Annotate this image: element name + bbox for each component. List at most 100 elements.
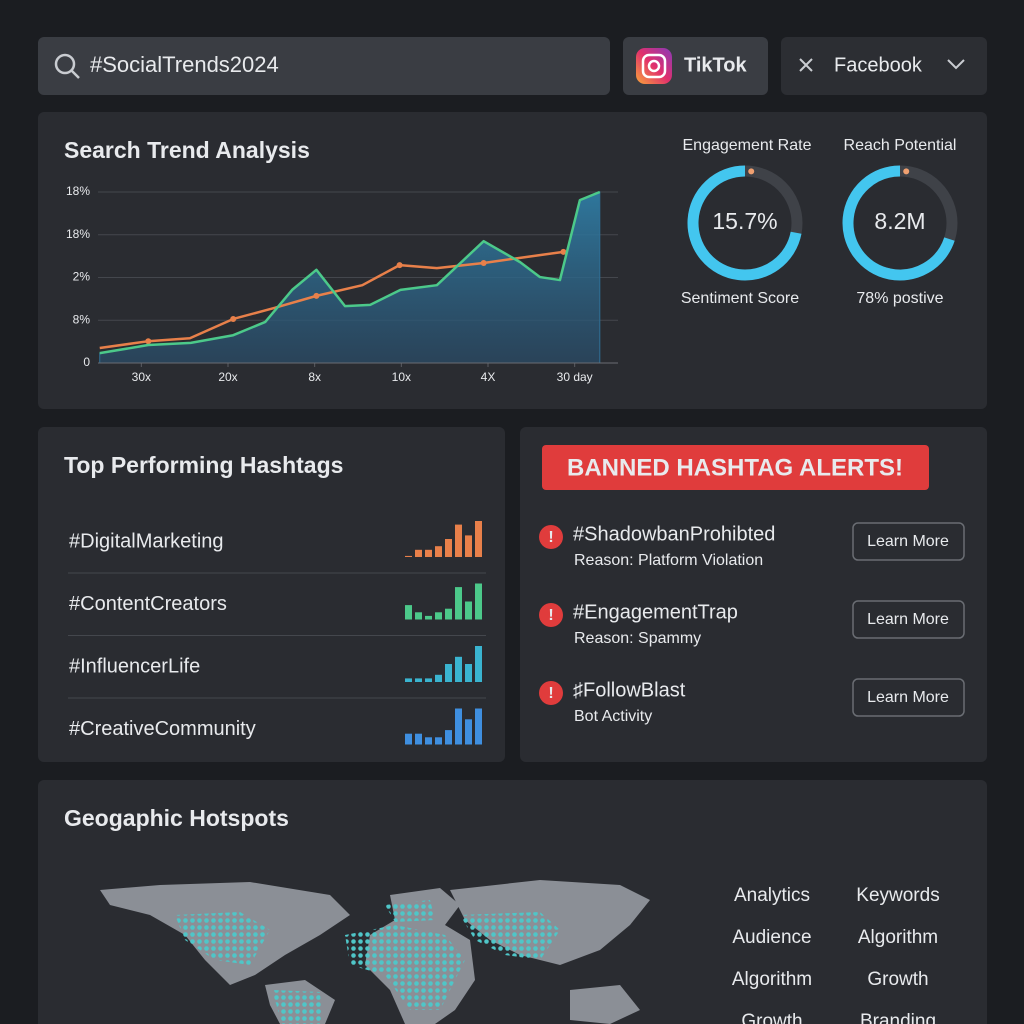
spark-bar bbox=[415, 678, 422, 682]
y-tick-label: 8% bbox=[73, 312, 91, 326]
gauge-label: Engagement Rate bbox=[683, 137, 812, 154]
alert-icon-mark: ! bbox=[548, 685, 553, 702]
spark-bar bbox=[475, 646, 482, 682]
gauge-caption: Sentiment Score bbox=[681, 290, 799, 307]
alert-icon-mark: ! bbox=[548, 607, 553, 624]
world-map bbox=[100, 880, 650, 1024]
spark-bar bbox=[405, 555, 412, 557]
spark-bar bbox=[405, 605, 412, 620]
x-tick-label: 30 day bbox=[557, 370, 593, 384]
spark-bar bbox=[405, 733, 412, 745]
spark-bar bbox=[475, 583, 482, 620]
point bbox=[230, 315, 237, 322]
learn-more-label: Learn More bbox=[867, 533, 949, 550]
keyword[interactable]: Analytics bbox=[734, 885, 810, 906]
spark-bar bbox=[475, 708, 482, 745]
alert-title: BANNED HASHTAG ALERTS! bbox=[567, 454, 903, 481]
learn-more-button[interactable] bbox=[852, 522, 965, 561]
spark-bar bbox=[435, 674, 442, 682]
alert-reason: Reason: Platform Violation bbox=[574, 552, 763, 569]
y-tick-label: 2% bbox=[73, 270, 91, 284]
keyword[interactable]: Growth bbox=[741, 1011, 802, 1024]
alert-icon-mark: ! bbox=[548, 529, 553, 546]
alert-tag: ♯FollowBlast bbox=[573, 679, 686, 701]
spark-bar bbox=[465, 535, 472, 557]
spark-bar bbox=[435, 546, 442, 557]
tab[interactable] bbox=[781, 37, 987, 95]
spark-bar bbox=[445, 539, 452, 557]
y-tick-label: 18% bbox=[66, 184, 90, 198]
keyword[interactable]: Audience bbox=[732, 927, 811, 948]
spark-bar bbox=[445, 664, 452, 682]
gauge-arc bbox=[687, 165, 802, 281]
keyword[interactable]: Growth bbox=[867, 969, 928, 990]
instagram-icon bbox=[636, 48, 672, 84]
tab-label: Facebook bbox=[834, 54, 923, 76]
instagram-icon bbox=[647, 59, 661, 73]
alert-icon bbox=[539, 681, 563, 705]
spark-bar bbox=[415, 733, 422, 745]
learn-more-label: Learn More bbox=[867, 689, 949, 706]
spark-bar bbox=[435, 737, 442, 745]
alert-icon bbox=[539, 525, 563, 549]
gauge-caption: 78% postive bbox=[856, 290, 943, 307]
tab-label: TikTok bbox=[684, 54, 747, 76]
spark-bar bbox=[465, 719, 472, 745]
keyword[interactable]: Branding bbox=[860, 1011, 936, 1024]
search-icon bbox=[71, 70, 80, 79]
x-tick-label: 4X bbox=[481, 370, 496, 384]
line bbox=[99, 190, 601, 355]
instagram-icon bbox=[641, 53, 667, 79]
alert-tag: #ShadowbanProhibted bbox=[573, 523, 775, 545]
keyword[interactable]: Algorithm bbox=[732, 969, 812, 990]
x-tick-label: 30x bbox=[132, 370, 151, 384]
spark-bar bbox=[415, 612, 422, 620]
spark-bar bbox=[455, 656, 462, 682]
alert-icon bbox=[539, 603, 563, 627]
gauge-value: 15.7% bbox=[712, 208, 777, 234]
spark-bar bbox=[415, 549, 422, 557]
x-tick-label: 20x bbox=[218, 370, 237, 384]
point bbox=[480, 259, 487, 266]
spark-bar bbox=[475, 521, 482, 557]
spark-bar bbox=[465, 601, 472, 620]
x-tick-label: 10x bbox=[392, 370, 411, 384]
learn-more-button[interactable] bbox=[852, 678, 965, 717]
spark-bar bbox=[445, 730, 452, 745]
dropdown-icon[interactable] bbox=[947, 59, 965, 70]
gauge-dot bbox=[748, 168, 755, 175]
hashtag: #CreativeCommunity bbox=[69, 718, 256, 740]
point bbox=[560, 248, 567, 255]
search-icon bbox=[54, 53, 76, 75]
spark-bar bbox=[425, 549, 432, 557]
panel bbox=[38, 427, 505, 762]
panel-title: Search Trend Analysis bbox=[64, 137, 310, 163]
spark-bar bbox=[455, 587, 462, 620]
search-text: #SocialTrends2024 bbox=[90, 52, 279, 77]
spark-bar bbox=[425, 737, 432, 745]
alert-reason: Reason: Spammy bbox=[574, 630, 701, 647]
hashtag: #DigitalMarketing bbox=[69, 530, 224, 552]
gauge-arc bbox=[842, 165, 955, 281]
hashtag: #ContentCreators bbox=[69, 593, 227, 615]
gauge-dot bbox=[903, 168, 910, 175]
close-icon[interactable] bbox=[799, 58, 813, 72]
search-bar[interactable] bbox=[38, 37, 610, 95]
spark-bar bbox=[405, 678, 412, 682]
gauge-label: Reach Potential bbox=[844, 137, 957, 154]
learn-more-button[interactable] bbox=[852, 600, 965, 639]
point bbox=[396, 262, 403, 269]
keyword[interactable]: Algorithm bbox=[858, 927, 938, 948]
gauge-value: 8.2M bbox=[874, 208, 925, 234]
panel-title: Geogaphic Hotspots bbox=[64, 805, 289, 831]
spark-bar bbox=[425, 678, 432, 682]
panel-title: Top Performing Hashtags bbox=[64, 452, 343, 478]
spark-bar bbox=[455, 524, 462, 557]
keyword[interactable]: Keywords bbox=[856, 885, 939, 906]
spark-bar bbox=[425, 615, 432, 620]
alert-banner bbox=[542, 445, 929, 490]
spark-bar bbox=[435, 612, 442, 620]
spark-bar bbox=[455, 708, 462, 745]
